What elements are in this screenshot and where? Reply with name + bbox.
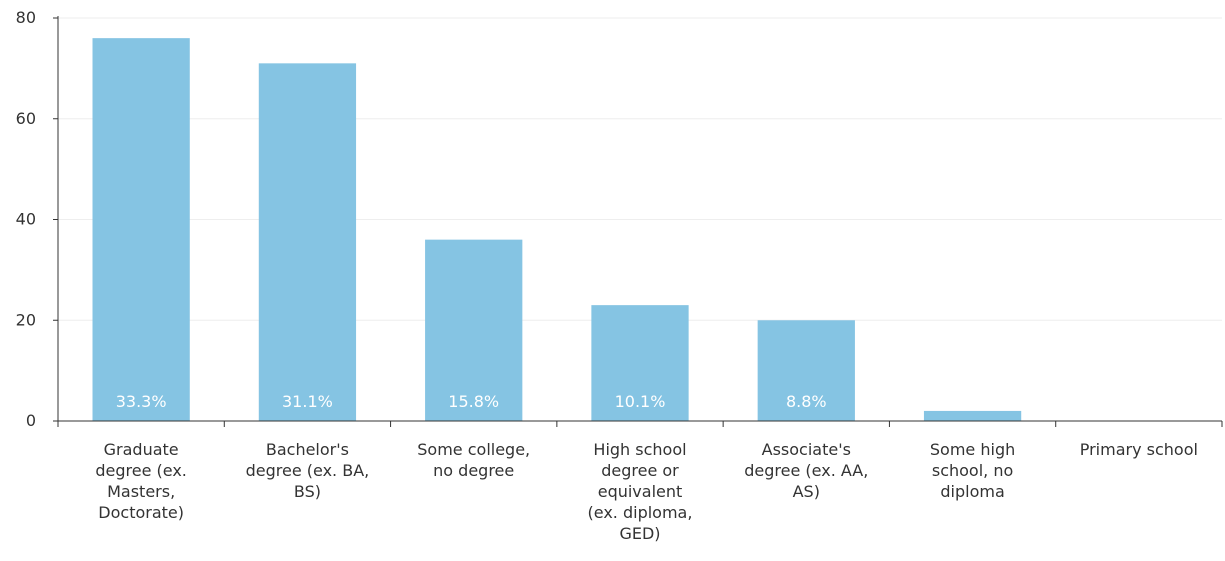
bar: [757, 320, 855, 421]
x-tick-label-line: school, no: [931, 461, 1014, 480]
bar-data-label: 31.1%: [282, 392, 333, 411]
x-tick-label-line: Masters,: [107, 482, 176, 501]
x-tick-label-line: Some college,: [417, 440, 531, 459]
y-tick-label: 0: [26, 411, 36, 430]
bar-data-label: 15.8%: [448, 392, 499, 411]
bar: [591, 305, 689, 421]
bar: [425, 239, 523, 421]
x-tick-label-line: degree (ex.: [95, 461, 187, 480]
bar: [92, 38, 190, 422]
x-tick-label: Graduate degree (ex. Masters, Doctorate): [66, 439, 216, 523]
x-tick-label: Some high school, no diploma: [898, 439, 1048, 502]
x-tick-label-line: degree or: [601, 461, 679, 480]
x-tick-label-line: Primary school: [1079, 440, 1198, 459]
bar-data-label: 8.8%: [786, 392, 827, 411]
bar-data-label: 10.1%: [615, 392, 666, 411]
y-tick-label: 60: [16, 109, 36, 128]
x-tick-label-line: Associate's: [761, 440, 851, 459]
x-tick-label-line: no degree: [433, 461, 515, 480]
x-tick-label-line: diploma: [940, 482, 1005, 501]
x-tick-label-line: degree (ex. BA,: [245, 461, 370, 480]
x-tick-label-line: High school: [593, 440, 687, 459]
x-tick-label-line: equivalent: [597, 482, 683, 501]
gridlines: [58, 17, 1222, 321]
y-tick-label: 40: [16, 210, 36, 229]
x-tick-label-line: Graduate: [103, 440, 179, 459]
x-tick-label-line: (ex. diploma,: [587, 503, 693, 522]
x-tick-label: High school degree or equivalent (ex. diplo…: [565, 439, 715, 544]
x-tick-label-line: AS): [792, 482, 820, 501]
y-tick-label: 20: [16, 310, 36, 329]
bar-data-label: 33.3%: [116, 392, 167, 411]
bar: [923, 410, 1022, 421]
x-tick-label-line: degree (ex. AA,: [744, 461, 869, 480]
x-tick-label: Primary school: [1064, 439, 1214, 460]
x-tick-label: Bachelor's degree (ex. BA, BS): [232, 439, 382, 502]
bar: [258, 63, 357, 422]
x-tick-label: Some college, no degree: [399, 439, 549, 481]
x-tick-label: Associate's degree (ex. AA, AS): [731, 439, 881, 502]
x-tick-label-line: GED): [619, 524, 661, 543]
x-tick-label-line: Bachelor's: [265, 440, 349, 459]
data-labels: 33.3% 31.1% 15.8% 10.1% 8.8%: [116, 392, 827, 411]
x-tick-label-line: Doctorate): [98, 503, 184, 522]
bars: [92, 38, 1022, 422]
x-tick-label-line: BS): [293, 482, 321, 501]
y-tick-label: 80: [16, 8, 36, 27]
x-tick-label-line: Some high: [929, 440, 1016, 459]
axes: 0 20 40 60 80: [16, 8, 1223, 430]
